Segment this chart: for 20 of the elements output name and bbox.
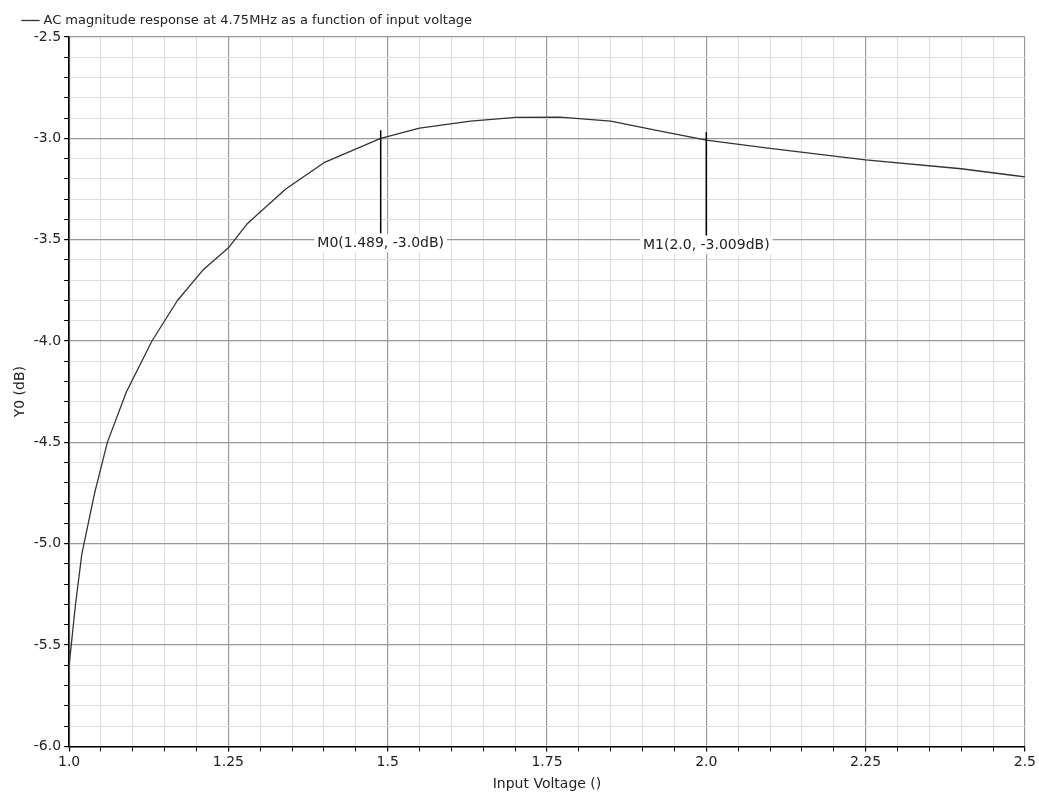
x-tick-label: 2.0: [695, 753, 718, 770]
y-tick-label: -5.5: [33, 635, 62, 652]
y-axis-title: Y0 (dB): [11, 366, 28, 419]
x-tick-label: 2.25: [849, 753, 882, 770]
y-tick-label: -2.5: [33, 27, 62, 44]
y-tick-label: -5.0: [33, 534, 62, 551]
x-tick-label: 2.5: [1013, 753, 1036, 770]
x-tick-label: 1.0: [57, 753, 81, 770]
x-axis-title: Input Voltage (): [492, 775, 602, 792]
y-tick-label: -6.0: [33, 737, 62, 754]
y-tick-label: -4.0: [33, 331, 62, 348]
x-tick-label: 1.5: [376, 753, 399, 770]
legend-label: AC magnitude response at 4.75MHz as a function of input voltage: [43, 11, 473, 27]
y-tick-label: -3.5: [33, 230, 62, 247]
annotation: M1(2.0, -3.009dB): [642, 235, 770, 252]
y-tick-label: -3.0: [33, 128, 62, 145]
x-tick-label: 1.25: [212, 753, 244, 770]
y-tick-label: -4.5: [33, 433, 62, 450]
x-tick-label: 1.75: [531, 753, 563, 770]
annotation: M0(1.489, -3.0dB): [317, 233, 445, 250]
